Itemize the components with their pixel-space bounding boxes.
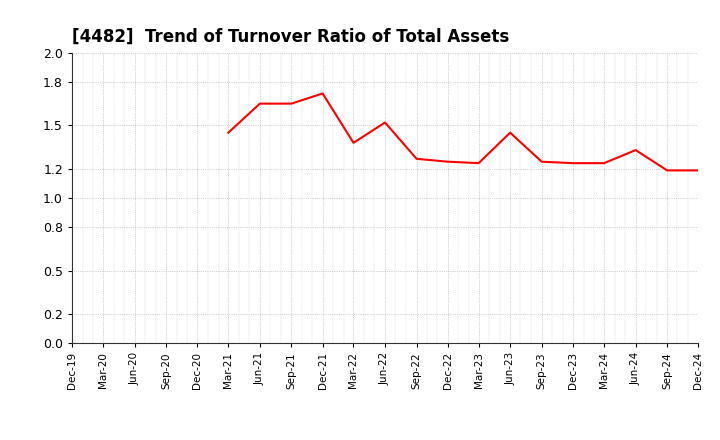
Text: [4482]  Trend of Turnover Ratio of Total Assets: [4482] Trend of Turnover Ratio of Total …: [72, 28, 509, 46]
